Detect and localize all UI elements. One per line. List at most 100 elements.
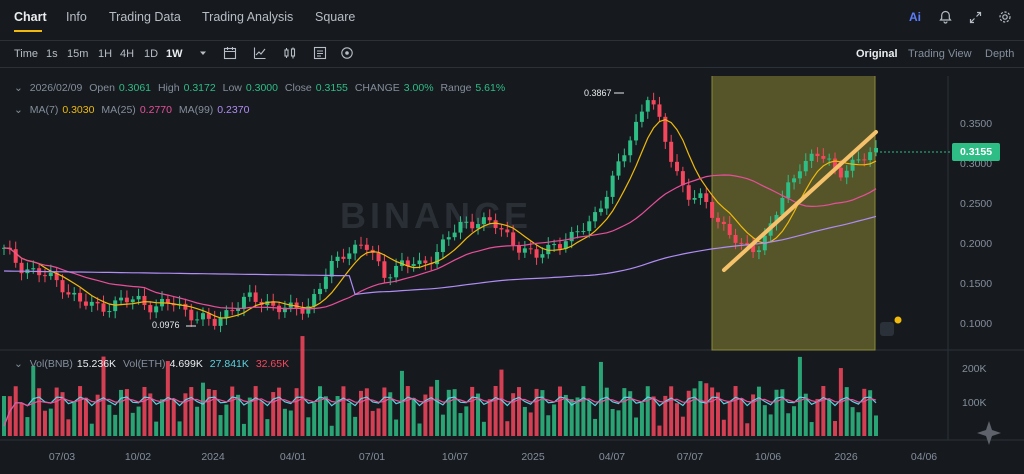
interval-1w[interactable]: 1W (166, 48, 183, 60)
interval-dropdown-icon[interactable] (196, 46, 210, 60)
volume-bar (686, 390, 691, 436)
ai-icon[interactable]: Ai (909, 10, 921, 24)
candle-body (739, 242, 744, 244)
volume-bar (230, 386, 235, 436)
candle-body (715, 217, 720, 222)
volume-bar (534, 388, 539, 436)
interval-1h[interactable]: 1H (98, 48, 113, 60)
interval-15m[interactable]: 15m (67, 48, 89, 60)
volume-bar (675, 403, 680, 436)
vol-collapse-icon[interactable]: ⌄ (14, 358, 23, 370)
open-value: 0.3061 (118, 82, 152, 94)
candle-body (634, 121, 639, 141)
volume-bar (160, 399, 165, 436)
ma99-label: MA(99) (178, 104, 214, 116)
candle-body (148, 305, 153, 313)
candle-body (282, 307, 287, 313)
candle-body (440, 239, 445, 253)
candle-body (230, 310, 235, 312)
volume-bar (224, 404, 229, 436)
candle-body (154, 306, 159, 313)
candle-body (446, 237, 451, 240)
volume-bar (171, 399, 176, 436)
volume-bar (874, 415, 878, 436)
time-tick-label: 04/07 (599, 451, 625, 463)
volume-bar (698, 381, 703, 436)
volume-bar (212, 390, 217, 436)
layout-icon[interactable] (313, 46, 327, 60)
volume-bar (721, 419, 726, 436)
candle-body (218, 318, 223, 326)
candle-body (382, 261, 387, 278)
candle-body (569, 231, 574, 242)
tab-info[interactable]: Info (66, 10, 87, 24)
interval-1d[interactable]: 1D (144, 48, 159, 60)
sparkle-icon[interactable] (976, 420, 1002, 446)
vol-eth-label: Vol(ETH) (122, 358, 166, 370)
tab-chart[interactable]: Chart (14, 10, 47, 24)
candle-body (95, 301, 100, 304)
volume-bar (833, 420, 838, 436)
interval-1s[interactable]: 1s (46, 48, 58, 60)
volume-bar (388, 392, 393, 436)
candle-body (376, 252, 381, 262)
bell-icon[interactable] (936, 8, 954, 26)
view-trading-view[interactable]: Trading View (908, 48, 972, 60)
volume-bar (663, 395, 668, 436)
expand-icon[interactable] (966, 8, 984, 26)
volume-bar (335, 396, 340, 436)
volume-bar (499, 369, 504, 436)
range-label: Range (440, 82, 472, 94)
candle-body (294, 302, 299, 309)
vol-ma10-line (3, 397, 877, 427)
candle-body (423, 260, 428, 264)
ma-legend: ⌄ MA(7) 0.3030 MA(25) 0.2770 MA(99) 0.2370 (14, 104, 253, 116)
top-icon-group: Ai (906, 8, 1014, 26)
candle-body (48, 272, 53, 277)
candle-body (645, 100, 650, 112)
volume-bar (862, 388, 867, 436)
volume-bar (622, 388, 627, 436)
ma-collapse-icon[interactable]: ⌄ (14, 104, 23, 116)
volume-bar (394, 419, 399, 436)
indicators-icon[interactable] (253, 46, 267, 60)
volume-bar (704, 383, 709, 436)
price-tick-label: 0.3000 (960, 158, 992, 170)
volume-bar (628, 391, 633, 436)
legend-collapse-icon[interactable]: ⌄ (14, 82, 23, 94)
chart-type-icon[interactable] (283, 46, 297, 60)
candle-body (546, 244, 551, 255)
candle-body (522, 248, 527, 253)
candle-body (394, 265, 399, 278)
volume-bar (540, 390, 545, 436)
volume-bar (639, 402, 644, 436)
volume-bar (411, 397, 416, 436)
time-tick-label: 07/01 (359, 451, 385, 463)
tab-trading-analysis[interactable]: Trading Analysis (202, 10, 294, 24)
volume-bar (60, 392, 65, 436)
volume-bar (177, 421, 182, 436)
tab-square[interactable]: Square (315, 10, 356, 24)
view-depth[interactable]: Depth (985, 48, 1015, 60)
candle-body (481, 217, 486, 225)
tab-trading-data[interactable]: Trading Data (109, 10, 181, 24)
candle-body (318, 288, 323, 295)
time-label[interactable]: Time (14, 48, 39, 60)
chart-toolbar: Time 1s 15m 1H 4H 1D 1W Original Trading… (0, 40, 1024, 68)
candle-body (388, 277, 393, 279)
candle-body (721, 221, 726, 224)
volume-bar (762, 405, 767, 436)
volume-bar (815, 398, 820, 436)
candle-body (563, 241, 568, 249)
drawing-tool-icon[interactable] (340, 46, 354, 60)
volume-bar (768, 414, 773, 436)
interval-4h[interactable]: 4H (120, 48, 135, 60)
candle-body (124, 297, 129, 303)
candle-body (13, 249, 18, 263)
ma7-value: 0.3030 (62, 104, 95, 116)
settings-icon[interactable] (996, 8, 1014, 26)
candlestick-chart[interactable]: 0.3500 0.3000 0.2500 0.2000 0.1500 0.1000 200K… (0, 76, 1024, 474)
view-original[interactable]: Original (856, 48, 898, 60)
calendar-icon[interactable] (223, 46, 237, 60)
candle-body (19, 262, 24, 274)
